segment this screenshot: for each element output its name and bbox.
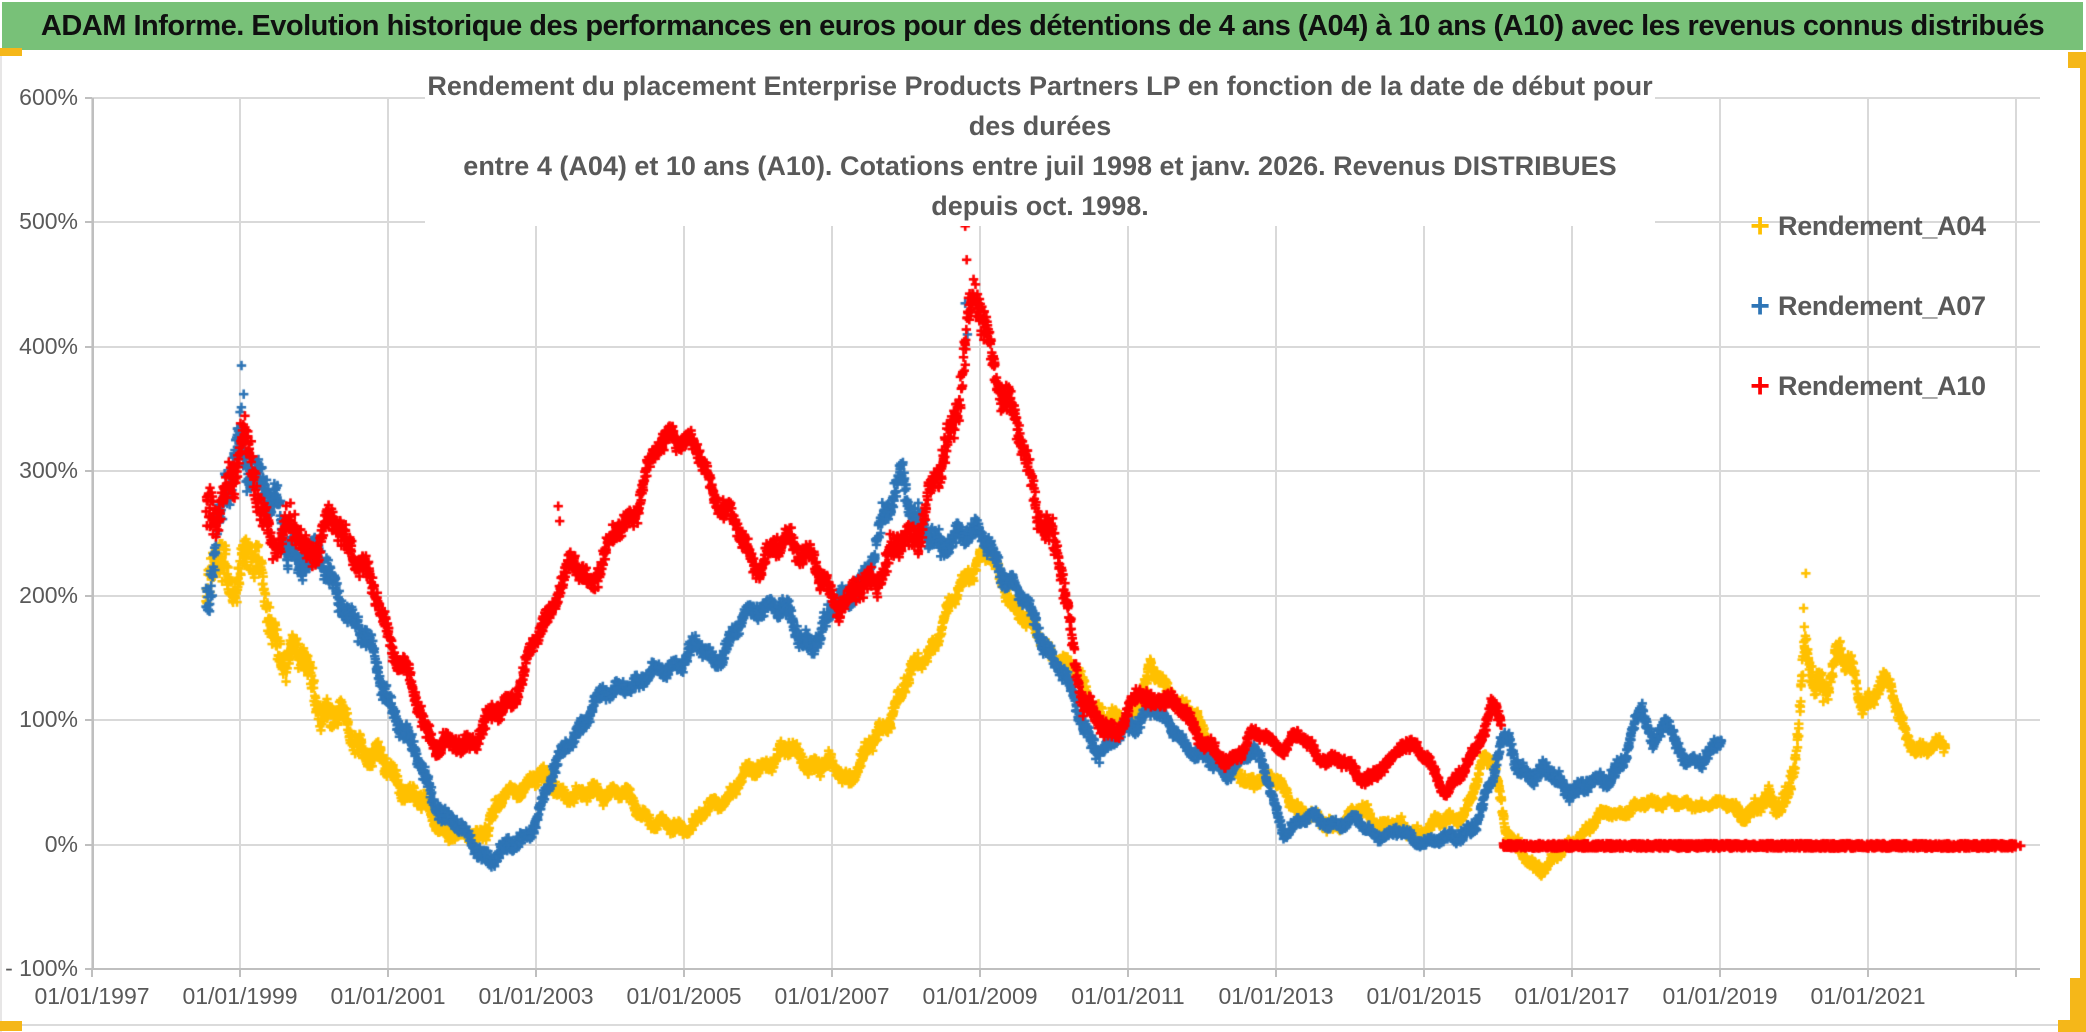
x-axis-label-2003: 01/01/2003 xyxy=(478,983,594,1009)
legend-item-Rendement_A07: + Rendement_A07 xyxy=(1742,266,1986,346)
x-axis-label-2001: 01/01/2001 xyxy=(330,983,446,1009)
y-axis-label-400: 400% xyxy=(19,332,78,359)
x-axis-label-2021: 01/01/2021 xyxy=(1810,983,1926,1009)
x-axis-label-2017: 01/01/2017 xyxy=(1514,983,1630,1009)
y-axis-label-600: 600% xyxy=(19,84,78,111)
y-axis-label-500: 500% xyxy=(19,208,78,235)
x-axis-label-2007: 01/01/2007 xyxy=(774,983,890,1009)
y-axis-label-0: 0% xyxy=(44,830,78,857)
x-axis-label-2019: 01/01/2019 xyxy=(1662,983,1778,1009)
legend-plus-marker-icon: + xyxy=(1750,367,1770,405)
x-axis-label-2011: 01/01/2011 xyxy=(1071,983,1185,1009)
chart-title-line1: Rendement du placement Enterprise Produc… xyxy=(427,71,1653,141)
legend-item-Rendement_A10: + Rendement_A10 xyxy=(1742,346,1986,426)
legend-plus-marker-icon: + xyxy=(1750,207,1770,245)
legend-item-Rendement_A04: + Rendement_A04 xyxy=(1742,186,1986,266)
chart-legend: + Rendement_A04 + Rendement_A07 + Rendement_A… xyxy=(1742,186,1986,426)
legend-label: Rendement_A10 xyxy=(1778,370,1986,401)
legend-label: Rendement_A04 xyxy=(1778,210,1986,241)
x-axis-label-1999: 01/01/1999 xyxy=(182,983,298,1009)
y-axis-label-200: 200% xyxy=(19,581,78,608)
y-axis-label-100: 100% xyxy=(19,706,78,733)
x-axis-label-2005: 01/01/2005 xyxy=(626,983,742,1009)
x-axis-label-2013: 01/01/2013 xyxy=(1218,983,1334,1009)
chart-title-line2: entre 4 (A04) et 10 ans (A10). Cotations… xyxy=(463,151,1617,221)
x-axis-label-2009: 01/01/2009 xyxy=(922,983,1038,1009)
legend-plus-marker-icon: + xyxy=(1750,287,1770,325)
x-axis-label-2015: 01/01/2015 xyxy=(1366,983,1482,1009)
x-axis-label-1997: 01/01/1997 xyxy=(34,983,150,1009)
chart-title: Rendement du placement Enterprise Produc… xyxy=(425,66,1655,226)
y-axis-label-300: 300% xyxy=(19,457,78,484)
legend-label: Rendement_A07 xyxy=(1778,290,1986,321)
y-axis-label--100: - 100% xyxy=(5,955,78,982)
